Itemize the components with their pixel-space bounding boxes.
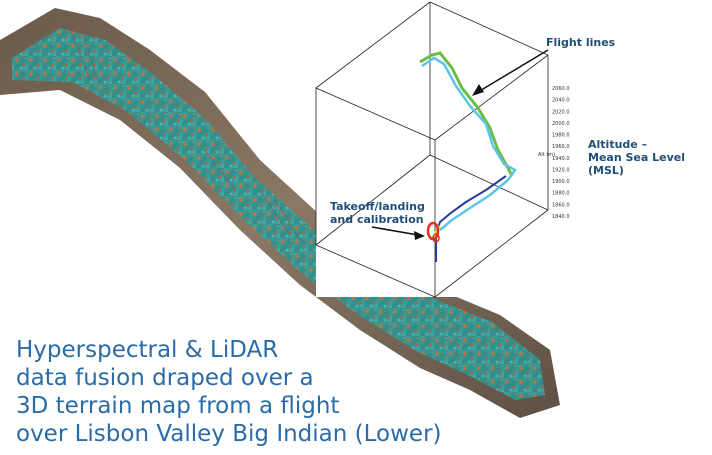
green-flight-line — [419, 51, 514, 177]
caption-line-4: over Lisbon Valley Big Indian (Lower) — [16, 421, 442, 447]
plot-box-edge — [315, 244, 436, 298]
altitude-tick-label: 1840.0 — [552, 214, 570, 220]
caption: Hyperspectral & LiDAR data fusion draped… — [16, 336, 476, 448]
cyan-flight-line — [421, 56, 517, 231]
terrain-channel — [12, 28, 545, 400]
flight-lines-arrow — [477, 49, 549, 93]
plot-box-edge — [429, 154, 549, 211]
plot-box-edge — [434, 209, 549, 298]
takeoff-label: Takeoff/landing and calibration — [330, 200, 425, 226]
altitude-label-line1: Altitude – — [588, 138, 648, 151]
altitude-tick-label: 1960.0 — [552, 144, 570, 150]
altitude-axis-label: Alt (m) — [538, 152, 555, 158]
plot-box-edge — [315, 154, 431, 246]
altitude-tick-label: 2040.0 — [552, 98, 570, 104]
plot-box-edge — [315, 1, 431, 89]
altitude-tick-label: 1900.0 — [552, 179, 570, 185]
altitude-label-line2: Mean Sea Level (MSL) — [588, 151, 685, 177]
terrain-striations — [69, 23, 301, 241]
plot-box — [315, 1, 549, 298]
plot-box-edge — [434, 54, 549, 141]
caption-line-2: data fusion draped over a — [16, 365, 314, 391]
plot-box-edge — [429, 1, 549, 56]
takeoff-arrow — [371, 226, 419, 236]
caption-line-1: Hyperspectral & LiDAR — [16, 337, 279, 363]
flight-lines-arrowhead — [472, 84, 484, 96]
altitude-tick-label: 1880.0 — [552, 191, 570, 197]
altitude-tick-label: 1860.0 — [552, 202, 570, 208]
altitude-tick-label: 1920.0 — [552, 167, 570, 173]
altitude-tick-label: 2020.0 — [552, 109, 570, 115]
altitude-label: Altitude – Mean Sea Level (MSL) — [588, 138, 712, 177]
takeoff-label-line1: Takeoff/landing — [330, 200, 425, 213]
takeoff-arrowhead — [414, 231, 425, 240]
caption-line-3: 3D terrain map from a flight — [16, 393, 340, 419]
flight-lines-label: Flight lines — [546, 36, 616, 49]
altitude-tick-label: 1940.0 — [552, 156, 570, 162]
takeoff-calibration-loop-inner — [432, 233, 440, 243]
takeoff-label-line2: and calibration — [330, 213, 424, 226]
altitude-tick-label: 1980.0 — [552, 133, 570, 139]
altitude-ticks: 2060.0 2040.0 2020.0 2000.0 1980.0 1960.0 1940… — [538, 86, 570, 220]
altitude-tick-label: 2060.0 — [552, 86, 570, 92]
altitude-tick-label: 2000.0 — [552, 121, 570, 127]
plot-box-edge — [315, 87, 436, 141]
plot-background — [316, 2, 566, 297]
